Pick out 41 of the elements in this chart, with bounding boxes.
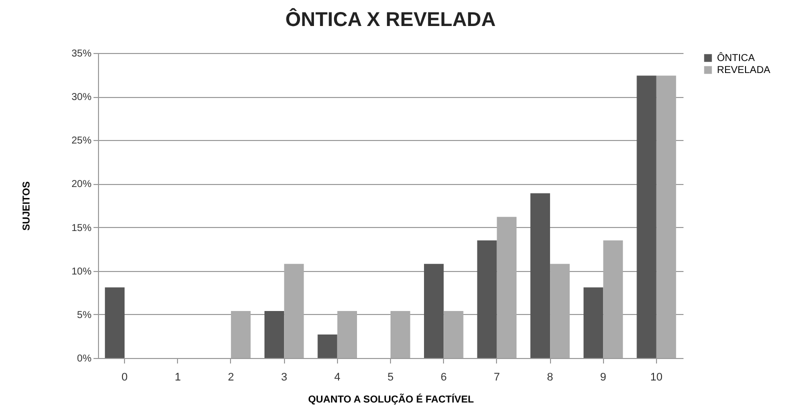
bar bbox=[337, 310, 357, 358]
bar bbox=[230, 310, 251, 358]
x-tick-label: 0 bbox=[122, 372, 128, 384]
legend-label: ÔNTICA bbox=[717, 52, 756, 64]
y-tick-label: 15% bbox=[71, 222, 92, 234]
x-tick-label: 10 bbox=[650, 372, 663, 384]
bar bbox=[318, 334, 338, 358]
bar bbox=[104, 287, 125, 358]
bar bbox=[390, 310, 410, 358]
bar bbox=[636, 76, 656, 358]
y-tick-label: 20% bbox=[71, 179, 92, 190]
x-tick-label: 6 bbox=[440, 372, 447, 384]
x-tick-label: 2 bbox=[228, 372, 234, 384]
legend-label: REVELADA bbox=[717, 65, 771, 76]
x-tick-label: 9 bbox=[600, 372, 606, 384]
bar bbox=[550, 264, 570, 358]
bar bbox=[584, 287, 604, 358]
y-axis-title: SUJEITOS bbox=[21, 181, 32, 231]
x-tick-label: 7 bbox=[494, 372, 500, 384]
y-tick-label: 5% bbox=[77, 310, 92, 321]
bar bbox=[444, 310, 464, 358]
x-tick-label: 4 bbox=[334, 372, 340, 384]
x-tick-label: 3 bbox=[281, 372, 288, 384]
bar bbox=[284, 264, 304, 358]
x-tick-label: 1 bbox=[174, 372, 181, 384]
bar bbox=[603, 240, 623, 358]
chart-title: ÔNTICA X REVELADA bbox=[285, 8, 496, 31]
y-tick-label: 0% bbox=[77, 354, 92, 364]
x-axis-title: QUANTO A SOLUÇÃO É FACTÍVEL bbox=[308, 394, 474, 406]
y-tick-label: 30% bbox=[71, 92, 92, 104]
y-tick-label: 25% bbox=[71, 136, 92, 147]
bar bbox=[530, 193, 550, 358]
bar bbox=[477, 240, 497, 358]
bar bbox=[264, 310, 284, 358]
bar bbox=[424, 264, 444, 358]
bar bbox=[656, 76, 676, 358]
y-tick-label: 35% bbox=[71, 48, 92, 60]
x-tick-label: 5 bbox=[387, 372, 394, 384]
bar bbox=[496, 216, 517, 358]
y-tick-label: 10% bbox=[71, 266, 92, 278]
x-tick-label: 8 bbox=[546, 372, 554, 384]
